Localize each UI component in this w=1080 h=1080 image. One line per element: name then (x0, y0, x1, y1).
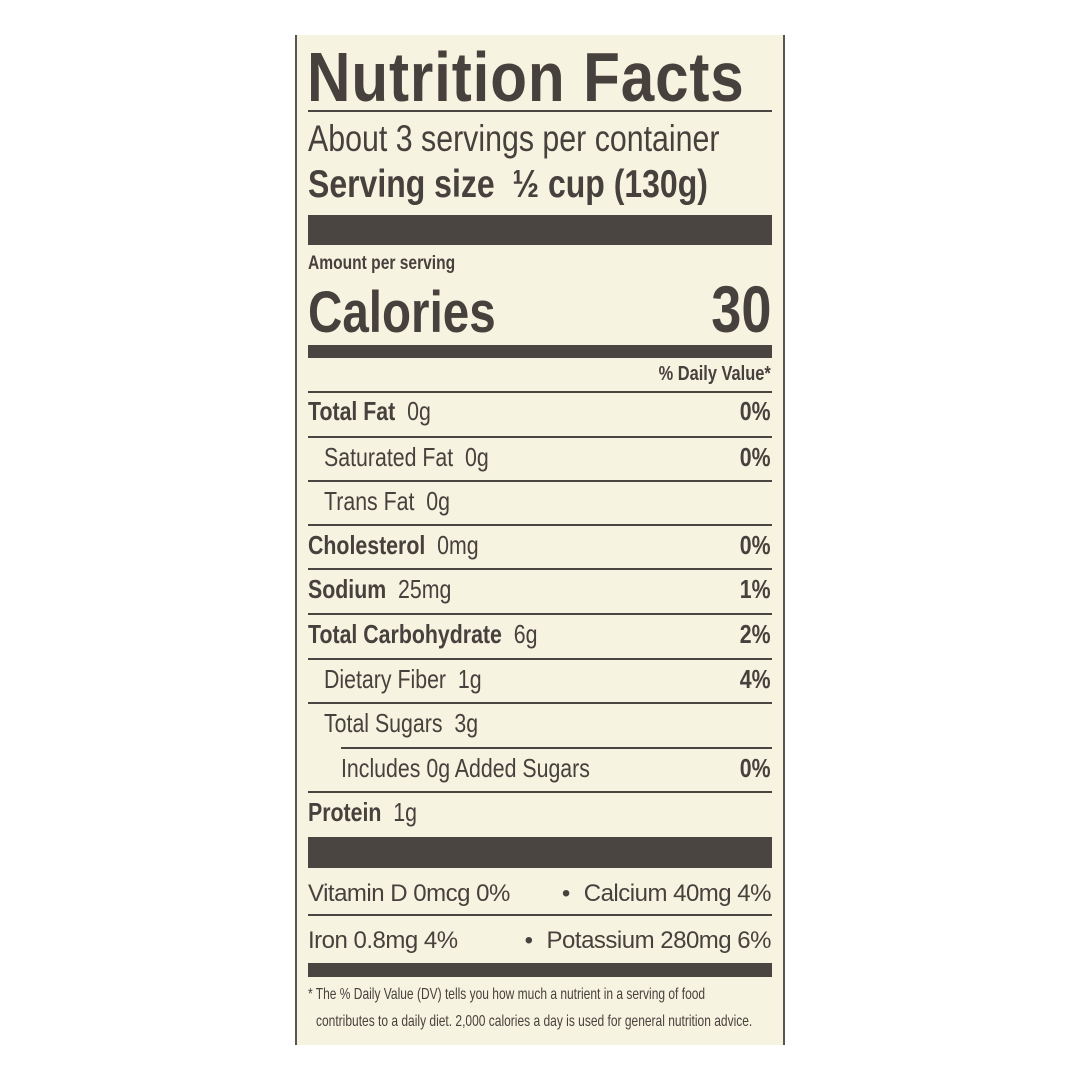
nutrition-facts-label: Nutrition Facts About 3 servings per con… (295, 35, 785, 1045)
nutrient-row-added-sugars: Includes 0g Added Sugars 0% (341, 753, 771, 783)
footnote: * The % Daily Value (DV) tells you how m… (308, 986, 706, 1003)
divider (308, 658, 772, 660)
bullet: • (524, 927, 533, 954)
serving-size-label: Serving size (308, 163, 495, 206)
nutrient-row-total-carbohydrate: Total Carbohydrate 6g 2% (308, 619, 771, 649)
divider (308, 702, 772, 704)
divider (308, 524, 772, 526)
divider (308, 613, 772, 615)
divider (308, 480, 772, 482)
medium-divider (308, 963, 772, 977)
nutrient-row-protein: Protein 1g (308, 797, 418, 827)
micronutrient-row: Iron 0.8mg 4% • Potassium 280mg 6% (308, 923, 772, 959)
calories-label: Calories (308, 280, 496, 345)
calories-value: 30 (710, 272, 771, 346)
nutrient-row-cholesterol: Cholesterol 0mg 0% (308, 530, 771, 560)
divider (308, 914, 772, 916)
thick-divider (308, 215, 772, 245)
medium-divider (308, 345, 772, 358)
bullet: • (561, 880, 570, 907)
micronutrient-left: Iron 0.8mg 4% (308, 927, 458, 954)
divider (308, 568, 772, 570)
divider (341, 747, 772, 749)
micronutrient-row: Vitamin D 0mcg 0% • Calcium 40mg 4% (308, 876, 772, 912)
divider (308, 436, 772, 438)
divider (308, 791, 772, 793)
nutrient-row-saturated-fat: Saturated Fat 0g 0% (324, 442, 771, 472)
micronutrient-right: Calcium 40mg 4% (583, 880, 772, 907)
servings-per-container: About 3 servings per container (308, 118, 720, 159)
serving-size-value: ½ cup (130g) (512, 163, 708, 206)
thick-divider (308, 837, 772, 868)
amount-per-serving: Amount per serving (308, 253, 456, 274)
nutrient-row-sodium: Sodium 25mg 1% (308, 574, 771, 604)
nutrient-row-trans-fat: Trans Fat 0g (324, 486, 451, 516)
nutrient-row-total-fat: Total Fat 0g 0% (308, 396, 771, 426)
micronutrient-right: Potassium 280mg 6% (546, 927, 772, 954)
nutrient-row-total-sugars: Total Sugars 3g (324, 708, 479, 738)
title: Nutrition Facts (307, 38, 745, 116)
footnote: contributes to a daily diet. 2,000 calor… (316, 1013, 753, 1030)
nutrient-row-dietary-fiber: Dietary Fiber 1g 4% (324, 664, 771, 694)
daily-value-header: % Daily Value* (658, 363, 771, 385)
divider (308, 391, 772, 393)
micronutrient-left: Vitamin D 0mcg 0% (308, 880, 510, 907)
divider (308, 110, 772, 112)
